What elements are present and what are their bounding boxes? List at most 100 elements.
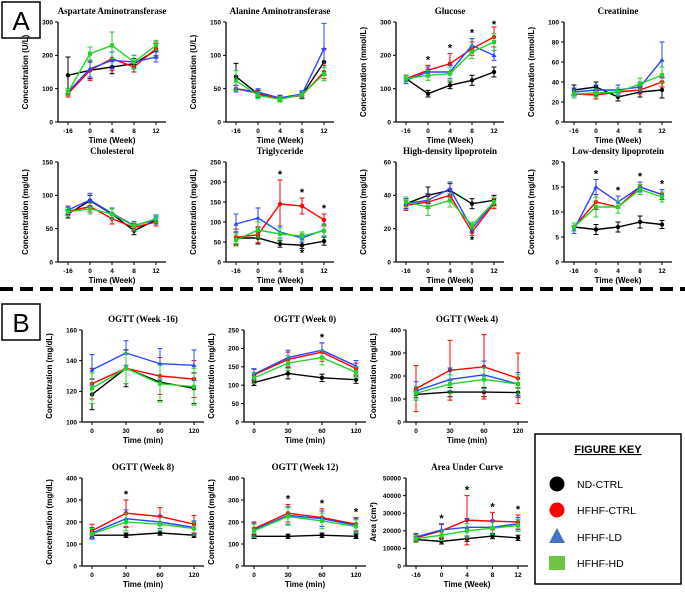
y-tick-label: 200 — [42, 53, 53, 60]
series-hfhf-hd — [65, 202, 159, 231]
data-point — [88, 206, 92, 211]
y-axis-label: Area (cm²) — [369, 502, 378, 542]
x-tick-label: 30 — [446, 428, 454, 435]
series-line — [253, 372, 357, 384]
data-point — [492, 40, 496, 44]
data-point — [414, 536, 418, 541]
data-point — [482, 377, 486, 382]
x-tick-label: 0 — [88, 268, 92, 275]
y-tick-label: 0 — [217, 259, 221, 266]
series-line — [415, 374, 519, 392]
panel-a-label: A — [1, 1, 41, 39]
data-point — [491, 69, 497, 75]
x-axis-label: Time (min) — [447, 436, 488, 445]
x-tick-label: 120 — [351, 428, 362, 435]
data-point — [87, 197, 93, 202]
data-point — [593, 227, 599, 232]
key-marker-hfhf-ld — [549, 528, 565, 543]
x-tick-label: 0 — [90, 428, 94, 435]
series-line — [415, 378, 519, 394]
data-point — [447, 61, 453, 66]
x-tick-label: 12 — [658, 128, 666, 135]
series-line — [235, 48, 325, 99]
data-point — [615, 224, 621, 230]
y-tick-label: 100 — [380, 86, 391, 93]
series-nd-ctrl — [571, 215, 665, 235]
data-point — [123, 533, 129, 538]
y-tick-label: 160 — [66, 327, 77, 334]
data-point — [192, 384, 196, 389]
data-point — [616, 90, 620, 94]
series-line — [92, 532, 195, 536]
y-tick-label: 200 — [380, 53, 391, 60]
data-point — [153, 54, 159, 59]
y-tick-label: 50000 — [383, 475, 401, 482]
x-tick-label: 12 — [320, 128, 328, 135]
data-point — [88, 51, 92, 56]
significance-star: * — [470, 28, 475, 40]
y-tick-label: 0 — [73, 563, 77, 570]
chart-4: Cholesterol 0 50 100 150 -16 0 4 8 12 Time (Week) C… — [21, 146, 166, 285]
y-axis-label: Concentration (U/L) — [21, 34, 30, 109]
series-hfhf-ctrl — [413, 334, 521, 413]
y-tick-label: 0 — [235, 419, 239, 426]
data-point — [465, 528, 469, 533]
chart-title: OGTT (Week 0) — [274, 314, 336, 324]
y-tick-label: 200 — [66, 519, 77, 526]
series-nd-ctrl — [251, 367, 359, 387]
y-tick-label: 0 — [387, 119, 391, 126]
y-axis-label: Concentration (mg/dL) — [45, 333, 54, 419]
series-nd-ctrl — [233, 48, 327, 102]
y-tick-label: 60 — [552, 59, 560, 66]
chart-5: Triglyceride 0 50 100 150 200 250 -16 0 4 8 12 Time … — [189, 146, 334, 285]
y-tick-label: 0 — [397, 419, 401, 426]
x-tick-label: 30 — [284, 572, 292, 579]
y-tick-label: 100 — [66, 541, 77, 548]
data-point — [319, 375, 325, 381]
y-axis-label: Concentration (mg/dL) — [359, 169, 368, 255]
y-axis-label: Concentration (mg/dL) — [369, 333, 378, 419]
data-point — [191, 362, 197, 368]
x-tick-label: 8 — [470, 268, 474, 275]
chart-title: Cholesterol — [90, 146, 134, 156]
data-point — [492, 200, 496, 204]
y-axis-label: Concentration (mg/dL) — [207, 333, 216, 419]
x-tick-label: -16 — [231, 128, 241, 135]
x-tick-label: 12 — [658, 268, 666, 275]
data-point — [659, 57, 665, 62]
chart-8: OGTT (Week -16) 100 120 140 160 0 30 60 120 Time … — [45, 314, 204, 445]
series-line — [253, 356, 357, 379]
significance-star: * — [439, 513, 444, 525]
series-line — [91, 512, 195, 532]
key-label-hfhf-hd: HFHF-HD — [577, 558, 624, 570]
figure-key-title: FIGURE KEY — [574, 444, 642, 456]
data-point — [447, 186, 453, 191]
x-tick-label: 4 — [110, 268, 114, 275]
data-point — [132, 224, 136, 228]
chart-title: OGTT (Week 8) — [112, 462, 174, 472]
series-hfhf-hd — [571, 184, 665, 232]
data-point — [322, 72, 326, 76]
x-tick-label: 0 — [594, 128, 598, 135]
y-tick-label: 0 — [49, 119, 53, 126]
significance-star: * — [300, 187, 305, 199]
series-line — [253, 512, 357, 530]
chart-12: OGTT (Week 12) 0 100 200 300 400 0 30 60 120 Time … — [207, 462, 366, 589]
data-point — [637, 219, 643, 225]
data-point — [593, 184, 599, 189]
series-hfhf-hd — [251, 507, 359, 538]
data-point — [87, 66, 93, 71]
data-point — [286, 514, 290, 519]
chart-13: Area Under Curve 0 10000 20000 30000 40000 500… — [369, 462, 528, 589]
series-hfhf-hd — [403, 33, 497, 83]
significance-star: * — [124, 489, 129, 501]
x-axis-label: Time (min) — [285, 436, 326, 445]
y-tick-label: 10 — [552, 209, 560, 216]
chart-title: Triglyceride — [257, 146, 304, 156]
x-tick-label: 8 — [300, 268, 304, 275]
data-point — [300, 92, 304, 97]
data-point — [124, 520, 128, 524]
key-marker-nd-ctrl — [549, 476, 565, 492]
y-tick-label: 100 — [210, 53, 221, 60]
